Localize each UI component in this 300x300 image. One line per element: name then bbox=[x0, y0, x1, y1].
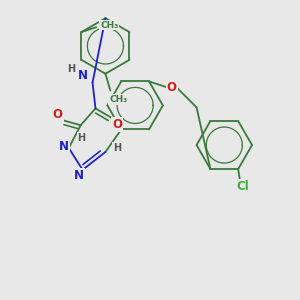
Text: N: N bbox=[78, 69, 88, 82]
Text: Cl: Cl bbox=[237, 180, 250, 194]
Text: H: H bbox=[67, 64, 75, 74]
Text: N: N bbox=[59, 140, 69, 152]
Text: O: O bbox=[112, 118, 122, 131]
Text: N: N bbox=[74, 169, 84, 182]
Text: CH₃: CH₃ bbox=[109, 95, 128, 104]
Text: H: H bbox=[113, 143, 122, 153]
Text: O: O bbox=[167, 81, 177, 94]
Text: CH₃: CH₃ bbox=[100, 21, 118, 30]
Text: O: O bbox=[53, 108, 63, 121]
Text: H: H bbox=[78, 133, 86, 143]
